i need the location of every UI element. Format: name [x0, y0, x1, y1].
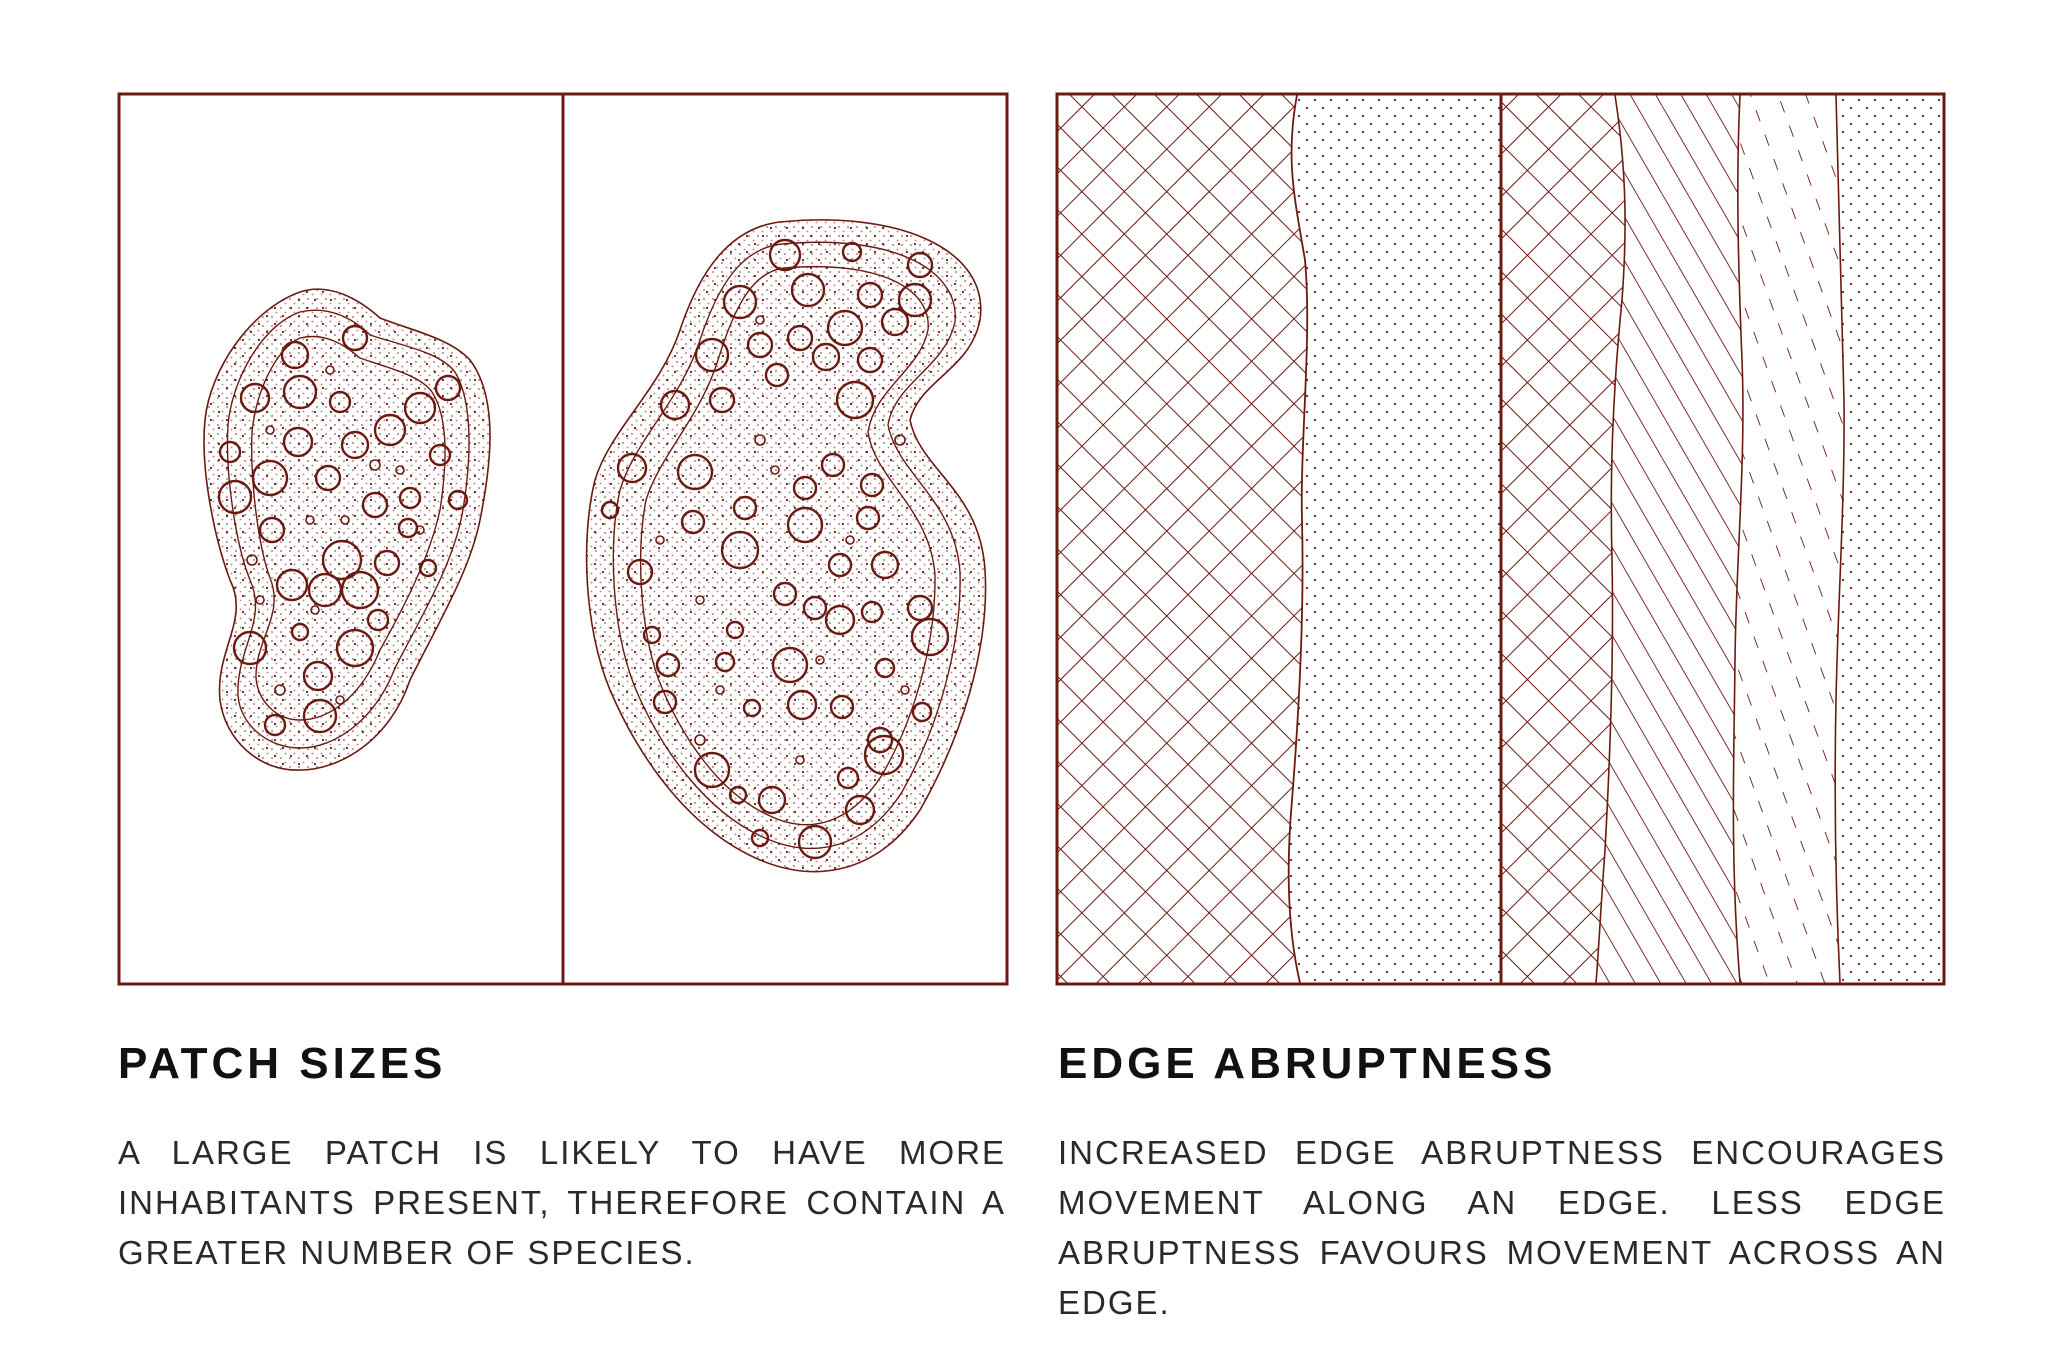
- small-patch: [203, 288, 491, 771]
- patch-sizes-description: A LARGE PATCH IS LIKELY TO HAVE MORE INH…: [118, 1134, 1006, 1271]
- patch-sizes-title: PATCH SIZES: [118, 1039, 447, 1088]
- edge-abruptness-frame: [1055, 92, 1946, 986]
- patch-sizes-frame: [117, 92, 1009, 986]
- gradual-edge-panel: [1501, 95, 1944, 983]
- edge-abruptness-description: INCREASED EDGE ABRUPTNESS ENCOURAGES MOV…: [1058, 1134, 1946, 1321]
- edge-abruptness-title: EDGE ABRUPTNESS: [1058, 1039, 1557, 1088]
- large-patch: [585, 219, 987, 873]
- abrupt-edge-panel: [1057, 95, 1501, 983]
